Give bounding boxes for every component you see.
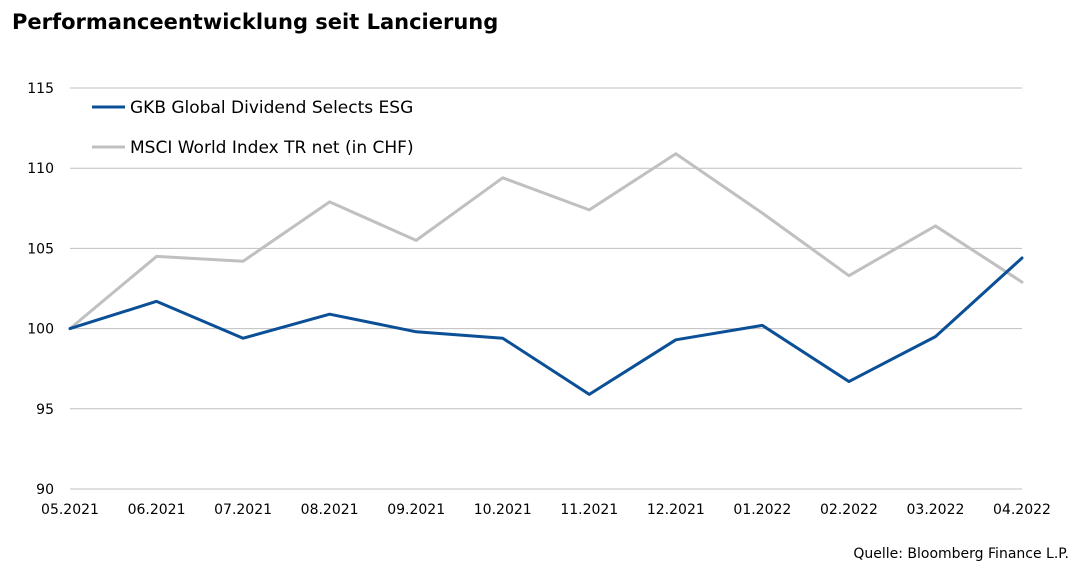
gridlines — [70, 87, 1022, 490]
x-tick-label: 07.2021 — [214, 502, 272, 518]
x-tick-label: 06.2021 — [128, 502, 186, 518]
legend: GKB Global Dividend Selects ESG MSCI Worl… — [92, 98, 414, 158]
series-lines — [68, 152, 1024, 396]
y-tick-label: 100 — [27, 322, 54, 338]
x-tick-label: 08.2021 — [301, 502, 359, 518]
x-tick-label: 09.2021 — [387, 502, 445, 518]
y-tick-label: 110 — [27, 161, 54, 177]
legend-label: GKB Global Dividend Selects ESG — [130, 98, 413, 118]
x-tick-label: 12.2021 — [647, 502, 705, 518]
source-note: Quelle: Bloomberg Finance L.P. — [853, 546, 1069, 562]
legend-label: MSCI World Index TR net (in CHF) — [130, 138, 414, 158]
series-line-2 — [68, 152, 1024, 331]
y-tick-label: 115 — [27, 81, 54, 97]
y-tick-label: 90 — [36, 482, 54, 498]
y-tick-label: 105 — [27, 241, 54, 257]
x-tick-label: 02.2022 — [820, 502, 878, 518]
y-tick-label: 95 — [36, 402, 54, 418]
x-tick-label: 10.2021 — [474, 502, 532, 518]
x-tick-label: 04.2022 — [993, 502, 1051, 518]
x-axis-ticks: 05.2021 06.2021 07.2021 08.2021 09.2021 10.20… — [41, 502, 1051, 518]
chart-title: Performanceentwicklung seit Lancierung — [12, 10, 499, 34]
x-tick-label: 05.2021 — [41, 502, 99, 518]
x-tick-label: 03.2022 — [907, 502, 965, 518]
y-axis-ticks: 90 95 100 105 110 115 — [27, 81, 54, 498]
x-tick-label: 01.2022 — [733, 502, 791, 518]
series-line-1 — [68, 256, 1024, 396]
x-tick-label: 11.2021 — [560, 502, 618, 518]
